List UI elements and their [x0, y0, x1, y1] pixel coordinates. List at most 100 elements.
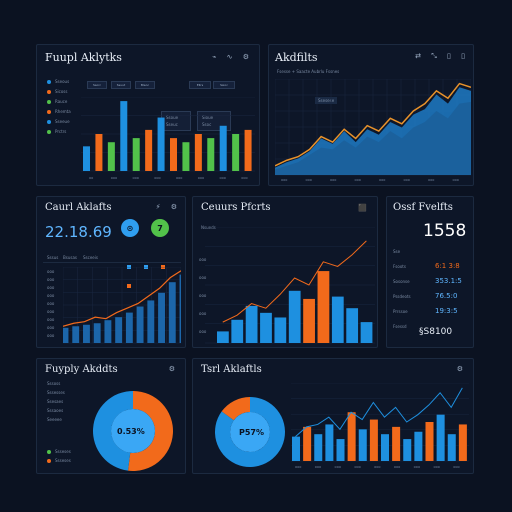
area-bar — [83, 324, 90, 343]
target-badge[interactable]: ⊙ — [121, 219, 139, 237]
save-icon[interactable]: ⬛ — [358, 204, 371, 212]
copy-icon[interactable]: ▯ — [447, 52, 455, 60]
bar — [95, 134, 103, 171]
stat-label: Fsessd — [393, 324, 407, 329]
bolt-icon[interactable]: ⚡ — [155, 203, 165, 211]
x-tick: ooo — [404, 178, 410, 182]
line-series — [295, 387, 463, 438]
current-value: 22.18.69 — [45, 223, 112, 241]
x-tick: ooo — [394, 465, 400, 469]
bar — [331, 296, 344, 343]
bar — [360, 322, 373, 343]
panel-toolbar: ⌁ ∿ ⚙ — [212, 53, 253, 61]
donut-slice — [93, 391, 133, 471]
legend-label: Rhemta — [55, 109, 71, 114]
legend-swatch — [47, 119, 51, 124]
gear-icon[interactable]: ⚙ — [456, 365, 467, 373]
bar — [274, 317, 287, 343]
tab-1[interactable]: Ssorc — [87, 81, 107, 89]
panel-title: Fuyply Akddts — [45, 364, 118, 375]
line-series — [63, 270, 181, 327]
bar — [392, 426, 401, 461]
stat-value: 76.5:0 — [435, 292, 458, 300]
donut-slice — [127, 391, 173, 471]
legend-item[interactable]: Rauce — [47, 99, 67, 104]
trash-icon[interactable]: ▯ — [461, 52, 469, 60]
bar — [314, 434, 323, 461]
x-tick: ooo — [433, 465, 439, 469]
panel-toolbar: ⬛ — [358, 204, 371, 212]
gear-icon[interactable]: ⚙ — [170, 203, 181, 211]
area-bar — [136, 306, 144, 343]
toolbar-item[interactable]: Bsusas — [63, 255, 77, 260]
swap-icon[interactable]: ⇄ — [415, 52, 425, 60]
legend-item[interactable]: Ssseses — [47, 458, 71, 463]
bar — [381, 434, 390, 461]
panel-toolbar: ⚙ — [457, 365, 467, 373]
gear-icon[interactable]: ⚙ — [168, 365, 179, 373]
bar — [194, 134, 202, 171]
panel-donut: Fuyply Akddts ⚙ Sssoss Sssesses Ssesaes Sss… — [36, 358, 186, 474]
y-tick: ooo — [199, 293, 207, 298]
legend-item[interactable]: Sseous — [47, 79, 69, 84]
panel-title: Fuupl Aklytks — [45, 51, 122, 64]
area-bar — [72, 326, 80, 343]
x-tick: ooo — [176, 176, 182, 180]
bar — [219, 125, 227, 171]
toolbar-icons — [127, 254, 177, 288]
chart-label: Nsueds — [201, 225, 216, 230]
donut-hole — [111, 409, 155, 453]
legend-label: Sseous — [55, 79, 70, 84]
bar — [245, 305, 258, 343]
count-badge[interactable]: 7 — [151, 219, 169, 237]
wave-icon[interactable]: ∿ — [226, 53, 237, 61]
legend-item[interactable]: Sicoss — [47, 89, 67, 94]
bar — [347, 412, 356, 461]
tab-2[interactable]: Ssuut — [111, 81, 131, 89]
x-tick: ooo — [354, 465, 360, 469]
expand-icon[interactable]: ⤡ — [431, 52, 441, 60]
panel-title: Ossf Fvelfts — [393, 202, 453, 213]
area-bar — [63, 327, 69, 343]
y-tick: ooo — [47, 285, 55, 290]
tab-5[interactable]: Ssioc — [213, 81, 235, 89]
legend-item[interactable]: Sseeue — [47, 119, 70, 124]
legend-label: Prctrs — [55, 129, 67, 134]
bar — [145, 129, 153, 171]
tab-3[interactable]: Bleoc — [135, 81, 155, 89]
x-tick: ooo — [241, 176, 247, 180]
bar — [288, 290, 301, 343]
legend-swatch — [47, 449, 51, 454]
x-tick: ooo — [374, 465, 380, 469]
stat-value: 6:1 3:8 — [435, 262, 460, 270]
bar — [157, 117, 165, 171]
bar — [369, 419, 378, 461]
stat-label: Sse — [393, 249, 401, 254]
tab-4[interactable]: Ellrs — [189, 81, 211, 89]
bar — [325, 424, 334, 461]
panel-toolbar: ⇄ ⤡ ▯ ▯ — [415, 52, 469, 61]
area-bar — [125, 312, 133, 343]
legend-label: Sssesses — [47, 390, 65, 395]
toolbar-item[interactable]: Sssus — [47, 255, 59, 260]
gear-icon[interactable]: ⚙ — [242, 53, 253, 61]
bar — [132, 138, 140, 171]
tooltip-line: Sseuc — [166, 122, 178, 127]
bar — [458, 424, 467, 461]
toolbar-item[interactable]: Ssceeis — [83, 255, 98, 260]
legend-item[interactable]: Rhemta — [47, 109, 71, 114]
legend-label: Ssesaes — [47, 399, 64, 404]
stat-label: Pssdeots — [393, 294, 411, 299]
bar — [244, 129, 252, 171]
area-bar — [147, 300, 155, 343]
pin-icon[interactable]: ⌁ — [212, 53, 221, 61]
y-tick: ooo — [199, 311, 207, 316]
x-tick: ooo — [220, 176, 226, 180]
legend-item[interactable]: Ssseses — [47, 449, 71, 454]
legend-label: Sseeue — [55, 119, 70, 124]
bar — [232, 134, 240, 171]
x-tick: ooo — [198, 176, 204, 180]
legend-label: Ssseses — [55, 458, 71, 463]
panel-combo-chart: Ceuurs Pfcrts ⬛ Nsueds ooo ooo ooo ooo ooo — [192, 196, 378, 348]
legend-item[interactable]: Prctrs — [47, 129, 66, 134]
